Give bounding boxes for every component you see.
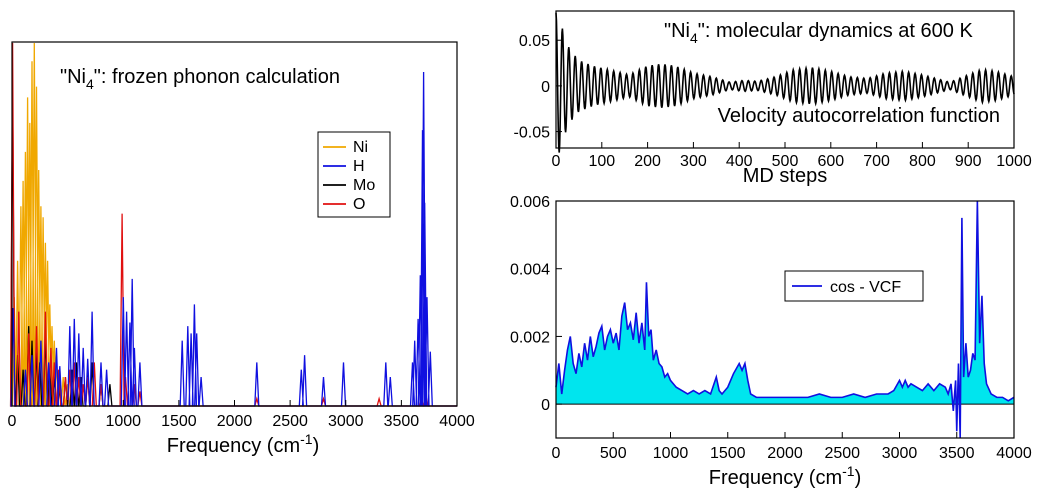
x-tick-label: 1500 — [161, 413, 197, 430]
x-tick-label: 3000 — [882, 445, 918, 462]
x-tick-label: 1000 — [653, 445, 689, 462]
cos-x-axis-label: Frequency (cm-1) — [709, 463, 862, 489]
legend-label-h: H — [353, 158, 365, 175]
x-tick-label: 400 — [726, 153, 753, 170]
x-tick-label: 500 — [772, 153, 799, 170]
left-x-axis-label: Frequency (cm-1) — [167, 431, 320, 457]
cos-vcf-fill — [556, 201, 1014, 438]
cos-vcf-line — [555, 200, 1015, 439]
x-tick-label: 300 — [680, 153, 707, 170]
top-right-panel: 0 100 200 300 400 500 600 700 800 900 1000-0.0500.… — [514, 10, 1032, 187]
y-tick-label: 0 — [541, 79, 550, 96]
y-tick-label: 0 — [541, 397, 550, 414]
left-legend-items: Ni H Mo O — [323, 139, 375, 213]
x-tick-label: 1000 — [996, 153, 1032, 170]
x-tick-label: 800 — [909, 153, 936, 170]
left-title: "Ni4": frozen phonon calculation — [60, 66, 340, 92]
cos-legend: cos - VCF — [784, 270, 924, 302]
x-tick-label: 2000 — [767, 445, 803, 462]
md-vcf-line — [555, 12, 1015, 153]
left-panel: 0 500 1000 1500 2000 2500 3000 3500 4000 "Ni4": … — [8, 41, 475, 457]
x-tick-label: 1000 — [105, 413, 141, 430]
x-tick-label: 4000 — [996, 445, 1032, 462]
y-tick-label: 0.05 — [519, 33, 550, 50]
md-annotation: Velocity autocorrelation function — [718, 105, 1000, 127]
md-x-axis-label: MD steps — [743, 165, 827, 187]
x-tick-label: 4000 — [439, 413, 475, 430]
x-tick-label: 0 — [8, 413, 17, 430]
x-tick-label: 100 — [588, 153, 615, 170]
x-tick-label: 3500 — [939, 445, 975, 462]
cos-axes: 0 500 1000 1500 2000 2500 3000 3500 4000 0 0.002 0.… — [510, 194, 1032, 462]
left-legend: Ni H Mo O — [317, 131, 391, 218]
cos-legend-label: cos - VCF — [830, 279, 901, 296]
md-axes: 0 100 200 300 400 500 600 700 800 900 1000-0.0500.… — [514, 33, 1032, 170]
x-tick-label: 3500 — [384, 413, 420, 430]
series-o-line — [9, 42, 457, 407]
legend-label-ni: Ni — [353, 139, 368, 156]
left-x-axis: 0 500 1000 1500 2000 2500 3000 3500 4000 — [8, 400, 475, 430]
y-tick-label: 0.006 — [510, 194, 550, 211]
y-tick-label: -0.05 — [514, 125, 551, 142]
md-title: "Ni4": molecular dynamics at 600 K — [664, 20, 973, 46]
y-tick-label: 0.004 — [510, 262, 550, 279]
legend-label-o: O — [353, 196, 365, 213]
x-tick-label: 600 — [817, 153, 844, 170]
x-tick-label: 500 — [600, 445, 627, 462]
x-tick-label: 2500 — [272, 413, 308, 430]
x-tick-label: 1500 — [710, 445, 746, 462]
x-tick-label: 2000 — [217, 413, 253, 430]
x-tick-label: 2500 — [824, 445, 860, 462]
y-tick-label: 0.002 — [510, 329, 550, 346]
x-tick-label: 500 — [54, 413, 81, 430]
x-tick-label: 700 — [863, 153, 890, 170]
series-h-line — [10, 71, 457, 407]
left-series-group — [9, 42, 457, 407]
x-tick-label: 0 — [552, 445, 561, 462]
x-tick-label: 0 — [552, 153, 561, 170]
legend-label-mo: Mo — [353, 177, 375, 194]
x-tick-label: 200 — [634, 153, 661, 170]
x-tick-label: 3000 — [328, 413, 364, 430]
x-tick-label: 900 — [955, 153, 982, 170]
bottom-right-panel: 0 500 1000 1500 2000 2500 3000 3500 4000 0 0.002 0.… — [510, 194, 1032, 489]
